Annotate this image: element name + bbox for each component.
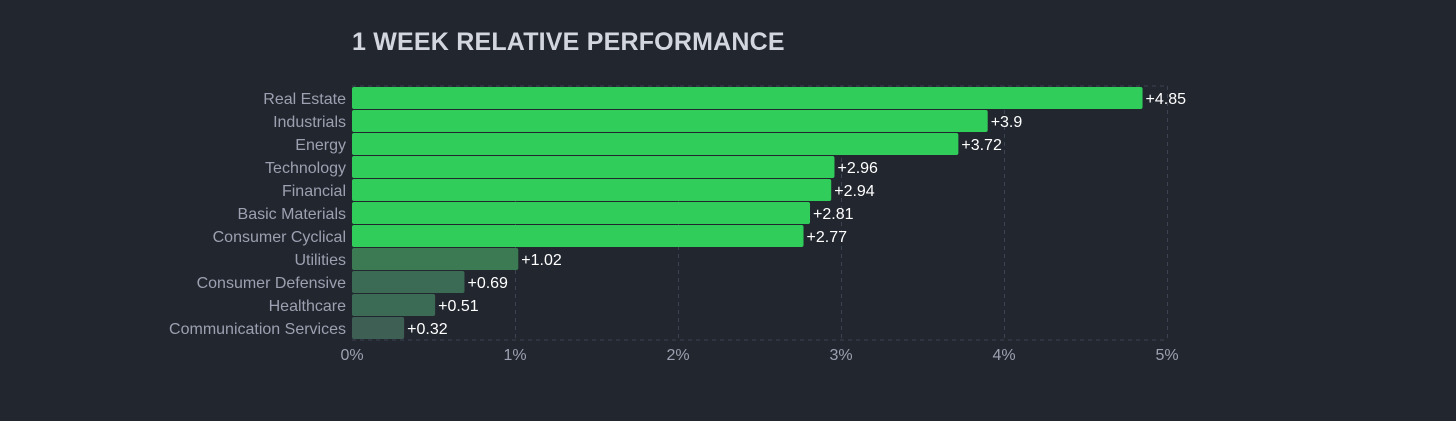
category-label: Utilities	[294, 252, 346, 269]
bars-layer	[352, 87, 1143, 339]
x-tick-label: 4%	[992, 347, 1015, 364]
x-tick-label: 5%	[1155, 347, 1178, 364]
x-tick-label: 2%	[666, 347, 689, 364]
bar	[352, 271, 465, 293]
bar	[352, 202, 811, 224]
x-tick-label: 1%	[503, 347, 526, 364]
value-label: +4.85	[1146, 91, 1187, 108]
bar	[352, 317, 405, 339]
value-label: +2.77	[807, 229, 848, 246]
bar	[352, 248, 519, 270]
value-label: +2.94	[834, 183, 875, 200]
value-label: +1.02	[521, 252, 562, 269]
labels-layer: 0% 1% 2% 3% 4% 5% Real Estate +4.85 Industrials +…	[169, 91, 1186, 364]
x-tick-label: 0%	[340, 347, 363, 364]
bar	[352, 179, 832, 201]
value-label: +2.96	[837, 160, 878, 177]
category-label: Consumer Defensive	[197, 275, 347, 292]
category-label: Communication Services	[169, 321, 346, 338]
category-label: Real Estate	[263, 91, 346, 108]
x-tick-label: 3%	[829, 347, 852, 364]
category-label: Technology	[265, 160, 346, 177]
value-label: +0.51	[438, 298, 479, 315]
category-label: Industrials	[273, 114, 346, 131]
category-label: Financial	[282, 183, 346, 200]
value-label: +0.32	[407, 321, 448, 338]
chart-title: 1 WEEK RELATIVE PERFORMANCE	[352, 28, 785, 56]
bar	[352, 87, 1143, 109]
category-label: Healthcare	[269, 298, 346, 315]
category-label: Consumer Cyclical	[213, 229, 346, 246]
value-label: +0.69	[467, 275, 508, 292]
bar	[352, 110, 988, 132]
category-label: Basic Materials	[238, 206, 346, 223]
bar	[352, 156, 835, 178]
category-label: Energy	[295, 137, 346, 154]
value-label: +2.81	[813, 206, 854, 223]
bar	[352, 225, 804, 247]
bar	[352, 133, 959, 155]
value-label: +3.72	[961, 137, 1002, 154]
value-label: +3.9	[991, 114, 1023, 131]
bar	[352, 294, 436, 316]
